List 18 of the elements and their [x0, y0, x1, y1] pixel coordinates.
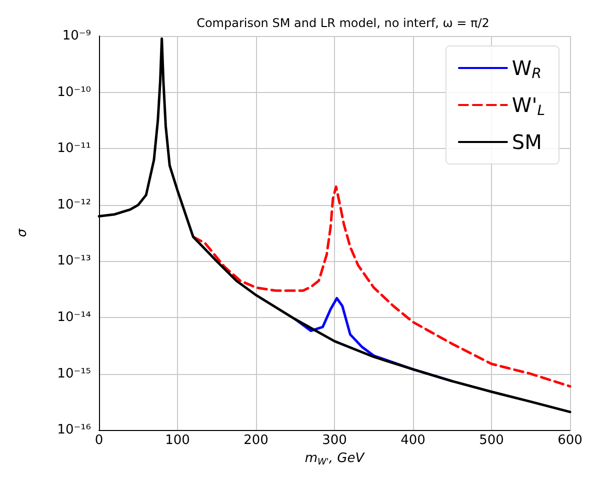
x-tick-label: 400: [400, 433, 426, 448]
y-axis-title: σ: [15, 228, 30, 238]
y-tick-label: 10⁻¹⁵: [57, 366, 91, 382]
y-tick-label: 10⁻¹²: [57, 197, 91, 212]
y-tick-label: 10⁻¹⁶: [57, 422, 91, 438]
x-tick-label: 200: [244, 433, 268, 448]
x-tick-label: 600: [558, 433, 582, 448]
x-tick-label: 0: [94, 433, 104, 448]
x-tick-label: 500: [479, 433, 504, 448]
y-tick-label: 10⁻¹⁰: [57, 84, 91, 100]
y-tick-label: 10⁻¹⁴: [57, 310, 91, 325]
y-tick-label: 10⁻¹¹: [57, 141, 91, 156]
chart-title: Comparison SM and LR model, no interf, ω = π/2: [196, 16, 490, 30]
y-tick-label: 10⁻⁹: [62, 28, 91, 44]
x-tick-label: 100: [165, 433, 190, 448]
x-tick-label: 300: [322, 433, 347, 448]
legend-label: SM: [512, 130, 542, 154]
y-tick-label: 10⁻¹³: [57, 254, 91, 269]
